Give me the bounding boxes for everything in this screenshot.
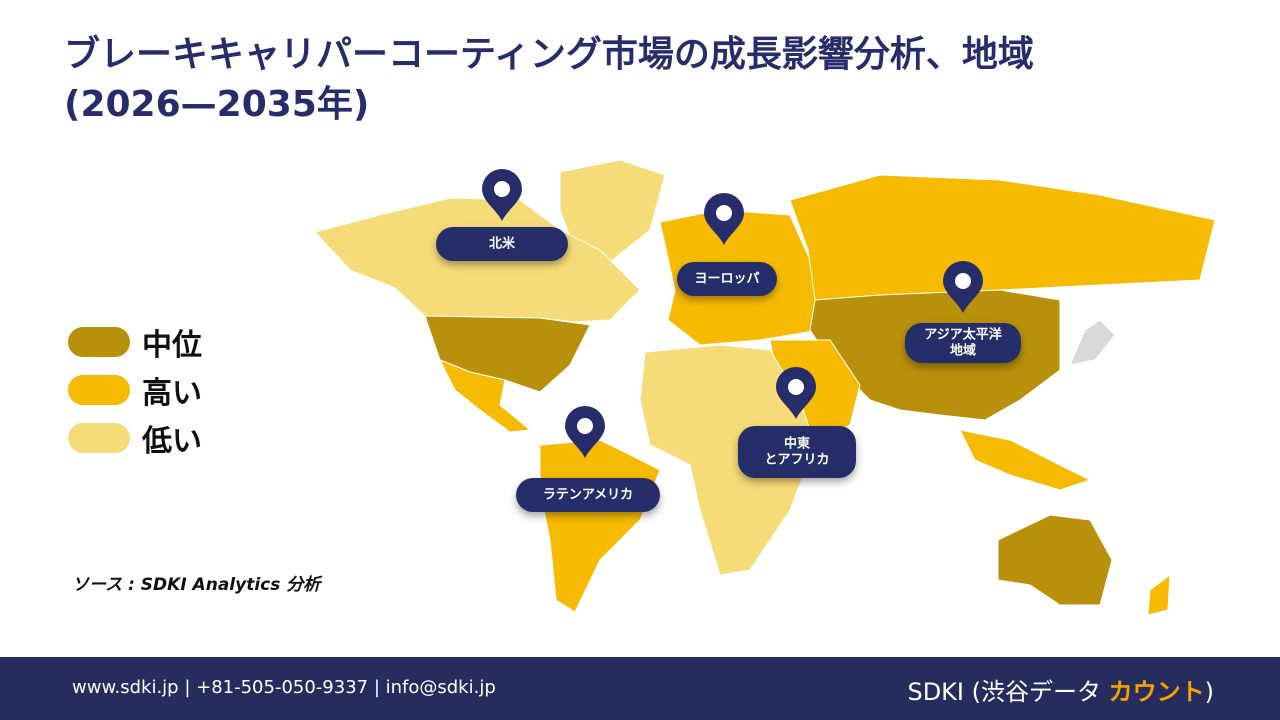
- japan: [1069, 319, 1116, 366]
- africa: [639, 344, 816, 576]
- pin-hole: [955, 273, 971, 289]
- region-label-box: [516, 478, 660, 512]
- region-label: ラテンアメリカ: [543, 488, 633, 503]
- contact: www.sdki.jp | +81-505-050-9337 | info@sd…: [72, 677, 496, 698]
- region-label: 中東: [784, 436, 810, 452]
- legend-item: 高い: [68, 366, 202, 414]
- region-label: 地域: [950, 343, 976, 359]
- brand-end: ): [1204, 678, 1214, 706]
- russia: [789, 174, 1216, 301]
- brand: SDKI (渋谷データ カウント): [907, 672, 1214, 707]
- legend-swatch: [68, 327, 130, 357]
- legend-label: 高い: [142, 376, 202, 411]
- legend-label: 中位: [142, 328, 202, 363]
- pin-hole: [494, 181, 510, 197]
- region-pin: 北米: [436, 169, 568, 261]
- region-label-box: [677, 262, 777, 296]
- region-label-box: [738, 426, 856, 478]
- brand-name: SDKI (渋谷データ: [907, 678, 1101, 706]
- region-label-box: [905, 323, 1021, 363]
- greenland: [559, 159, 666, 263]
- pin-hole: [716, 205, 732, 221]
- region-label: とアフリカ: [764, 453, 829, 468]
- south-america: [539, 439, 661, 613]
- title-line: ブレーキキャリパーコーティング市場の成長影響分析、地域: [64, 34, 1034, 75]
- pin-hole: [577, 418, 593, 434]
- new-zealand: [1147, 573, 1171, 616]
- legend-swatch: [68, 423, 130, 453]
- region-label: ヨーロッパ: [694, 272, 759, 287]
- mexico: [438, 359, 532, 433]
- source: ソース : SDKI Analytics 分析: [72, 575, 321, 595]
- region-label-box: [436, 227, 568, 261]
- region-label: 北米: [489, 236, 516, 252]
- title: ブレーキキャリパーコーティング市場の成長影響分析、地域 (2026—2035年): [64, 30, 1034, 130]
- region-pin: ラテンアメリカ: [516, 406, 660, 512]
- legend-label: 低い: [142, 424, 202, 459]
- footer: www.sdki.jp | +81-505-050-9337 | info@sd…: [0, 657, 1280, 720]
- legend-swatch: [68, 375, 130, 405]
- pin-hole: [788, 379, 804, 395]
- legend-item: 中位: [68, 318, 202, 366]
- title-line: (2026—2035年): [64, 84, 370, 125]
- legend-item: 低い: [68, 414, 202, 462]
- brand-accent: カウント: [1108, 678, 1205, 706]
- southeast-asia: [959, 429, 1092, 491]
- australia: [997, 514, 1113, 606]
- region-pin: ヨーロッパ: [677, 193, 777, 296]
- legend: 中位 高い 低い: [68, 318, 202, 462]
- region-label: アジア太平洋: [924, 327, 1001, 343]
